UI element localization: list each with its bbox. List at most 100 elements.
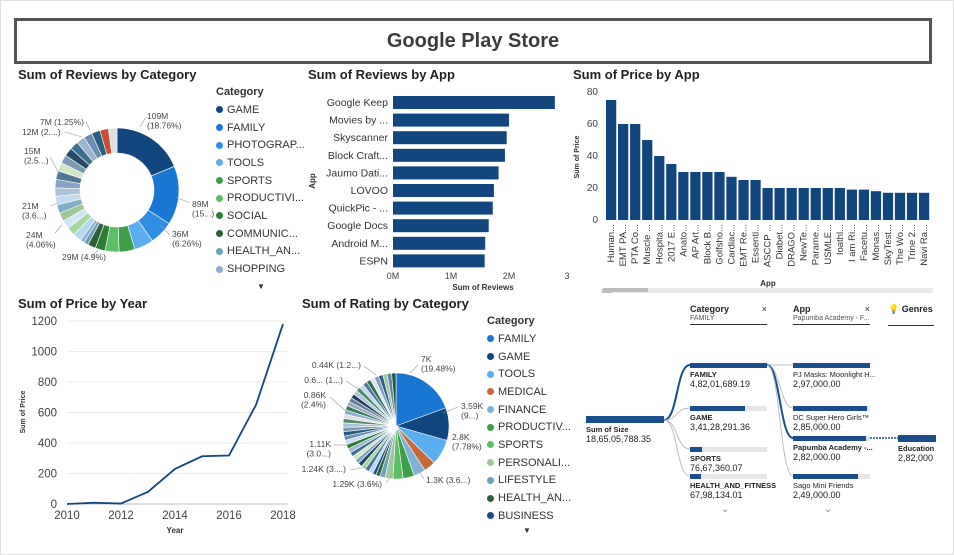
price-bar-anato[interactable] (678, 172, 689, 220)
pie-legend-item-family[interactable]: FAMILY (487, 330, 571, 348)
reviews-x-tick-label: 0M (387, 271, 400, 281)
pie-legend-dot (487, 388, 494, 396)
price-bar-human[interactable] (606, 100, 617, 220)
price-bar-block-b[interactable] (702, 172, 713, 220)
price-bar-golfsho[interactable] (714, 172, 725, 220)
tree-category-node-sports[interactable]: SPORTS 76,67,360.07 (690, 446, 767, 473)
tree-app-node-papumba-academy[interactable]: Papumba Academy -... 2,82,000.00 (793, 435, 873, 462)
donut-legend-dot (216, 124, 223, 132)
reviews-bar-google-keep[interactable] (393, 96, 555, 109)
reviews-donut-slice-other-18[interactable] (108, 127, 118, 154)
category-expand-chevron-icon[interactable]: ⌄ (721, 504, 730, 515)
price-bar-cardiac[interactable] (726, 176, 737, 220)
tree-category-node-family[interactable]: FAMILY 4,82,01,689.19 (690, 362, 767, 389)
tree-category-node-health-and-fitness[interactable]: HEALTH_AND_FITNESS 67,98,134.01 (690, 473, 776, 500)
price-bar-emt-re[interactable] (738, 180, 749, 220)
tree-scrollbar-thumb[interactable] (603, 288, 648, 292)
pie-legend-dot (487, 441, 494, 449)
pie-legend-item-business[interactable]: BUSINESS (487, 507, 571, 525)
price-bar-pta-co[interactable] (630, 124, 641, 220)
price-bar-ap-art[interactable] (690, 172, 701, 220)
genres-column-header[interactable]: 💡 Genres (888, 304, 934, 326)
pie-legend-item-medical[interactable]: MEDICAL (487, 383, 571, 401)
tree-genre-node[interactable]: Education 2,82,000 (898, 435, 936, 463)
rating-pie-leader-line (409, 364, 419, 374)
app-column-header[interactable]: App × Papumba Academy - F... (793, 304, 870, 325)
price-bar-emt-pa[interactable] (618, 124, 629, 220)
tree-scrollbar[interactable] (603, 288, 933, 292)
price-bar-drago[interactable] (786, 188, 797, 220)
donut-legend-scroll-caret[interactable]: ▼ (257, 282, 265, 291)
reviews-donut-slice-game[interactable] (116, 127, 175, 177)
donut-legend-item-sports[interactable]: SPORTS (216, 172, 305, 190)
price-bar-monas[interactable] (870, 191, 882, 220)
reviews-bar-lovoo[interactable] (393, 184, 494, 197)
price-bar-hospita[interactable] (654, 156, 665, 220)
reviews-bar-espn[interactable] (393, 254, 485, 268)
price-bar-usmle[interactable] (822, 188, 833, 220)
price-bar-asccp[interactable] (762, 188, 773, 220)
price-bar-i-am-ri[interactable] (846, 189, 857, 220)
price-bar-essenti[interactable] (750, 180, 761, 220)
price-bar-navi-ra[interactable] (918, 192, 930, 220)
donut-legend-item-social[interactable]: SOCIAL (216, 207, 305, 225)
price-bar-2017-e[interactable] (666, 164, 677, 220)
price-bar-trine-2[interactable] (906, 192, 918, 220)
tree-category-node-game[interactable]: GAME 3,41,28,291.36 (690, 405, 767, 432)
reviews-by-category-donut: 109M (18.76%) 89M (15...) 36M (6.26%) 29M (4.9… (22, 111, 214, 262)
rating-pie-slice-other-32[interactable] (391, 372, 397, 427)
rating-pie-slice-family[interactable] (395, 372, 447, 427)
app-expand-chevron-icon[interactable]: ⌄ (824, 504, 833, 515)
reviews-bar-quickpic[interactable] (393, 201, 493, 215)
donut-legend-item-photograp[interactable]: PHOTOGRAP... (216, 136, 305, 154)
pie-legend-item-sports[interactable]: SPORTS (487, 436, 571, 454)
donut-legend-label: TOOLS (227, 156, 265, 169)
donut-legend-item-communic[interactable]: COMMUNIC... (216, 225, 305, 243)
tree-connector-root-category (663, 407, 691, 421)
tree-app-node-dc-super-hero-girls[interactable]: DC Super Hero Girls™ 2,85,000.00 (793, 405, 870, 432)
price-bar-facetu[interactable] (858, 189, 870, 220)
donut-legend-item-health-an[interactable]: HEALTH_AN... (216, 243, 305, 261)
donut-legend-item-game[interactable]: GAME (216, 101, 305, 119)
reviews-bar-movies-by[interactable] (393, 113, 509, 127)
price-bar-newte[interactable] (798, 188, 809, 220)
category-bar-track (690, 474, 767, 479)
donut-legend-item-productivi[interactable]: PRODUCTIVI... (216, 189, 305, 207)
price-bar-parame[interactable] (810, 188, 821, 220)
pie-legend-item-health-an[interactable]: HEALTH_AN... (487, 489, 571, 507)
donut-legend-item-tools[interactable]: TOOLS (216, 154, 305, 172)
category-column-header[interactable]: Category × FAMILY (690, 304, 767, 325)
reviews-donut-data-label: 29M (4.9%) (62, 252, 106, 262)
tree-connector-root-category (663, 364, 691, 421)
price-bar-ioathl[interactable] (834, 188, 845, 220)
price-bar-the-wo[interactable] (894, 192, 906, 220)
price-bar-diabet[interactable] (774, 188, 785, 220)
price-app-tick-label: Human... (606, 224, 617, 263)
reviews-bar-block-craft[interactable] (393, 148, 505, 162)
pie-legend-scroll-caret[interactable]: ▼ (523, 526, 531, 535)
app-clear-icon[interactable]: × (864, 304, 870, 314)
pie-legend-item-finance[interactable]: FINANCE (487, 401, 571, 419)
reviews-bar-jaumo-dati[interactable] (393, 166, 499, 180)
tree-root-node[interactable]: Sum of Size 18,65,05,788.35 (586, 416, 664, 444)
donut-legend-item-shopping[interactable]: SHOPPING (216, 260, 305, 278)
pie-legend-label: LIFESTYLE (498, 474, 557, 487)
tree-app-node-sago-mini-friends[interactable]: Sago Mini Friends 2,49,000.00 (793, 473, 870, 500)
pie-legend-item-tools[interactable]: TOOLS (487, 365, 571, 383)
pie-legend-item-personali[interactable]: PERSONALI... (487, 454, 571, 472)
donut-legend-item-family[interactable]: FAMILY (216, 119, 305, 137)
pie-legend-item-productiv[interactable]: PRODUCTIV... (487, 418, 571, 436)
price-bar-skytest[interactable] (882, 192, 894, 220)
reviews-bar-skyscanner[interactable] (393, 131, 507, 145)
reviews-bar-android-m[interactable] (393, 236, 486, 250)
reviews-bar-google-docs[interactable] (393, 219, 489, 233)
tree-app-node-pj-masks-moonlight-h[interactable]: PJ Masks: Moonlight H... 2,97,000.00 (793, 362, 876, 389)
price-bar-muscle[interactable] (642, 140, 653, 220)
pie-legend-item-game[interactable]: GAME (487, 348, 571, 366)
price-x-axis-title: App (760, 279, 776, 288)
pie-legend-item-lifestyle[interactable]: LIFESTYLE (487, 472, 571, 490)
rating-pie-data-label: 2.8K (7.78%) (452, 432, 482, 452)
category-clear-icon[interactable]: × (761, 304, 767, 314)
price-by-year-series-line[interactable] (66, 323, 284, 505)
donut-legend-dot (216, 212, 223, 220)
